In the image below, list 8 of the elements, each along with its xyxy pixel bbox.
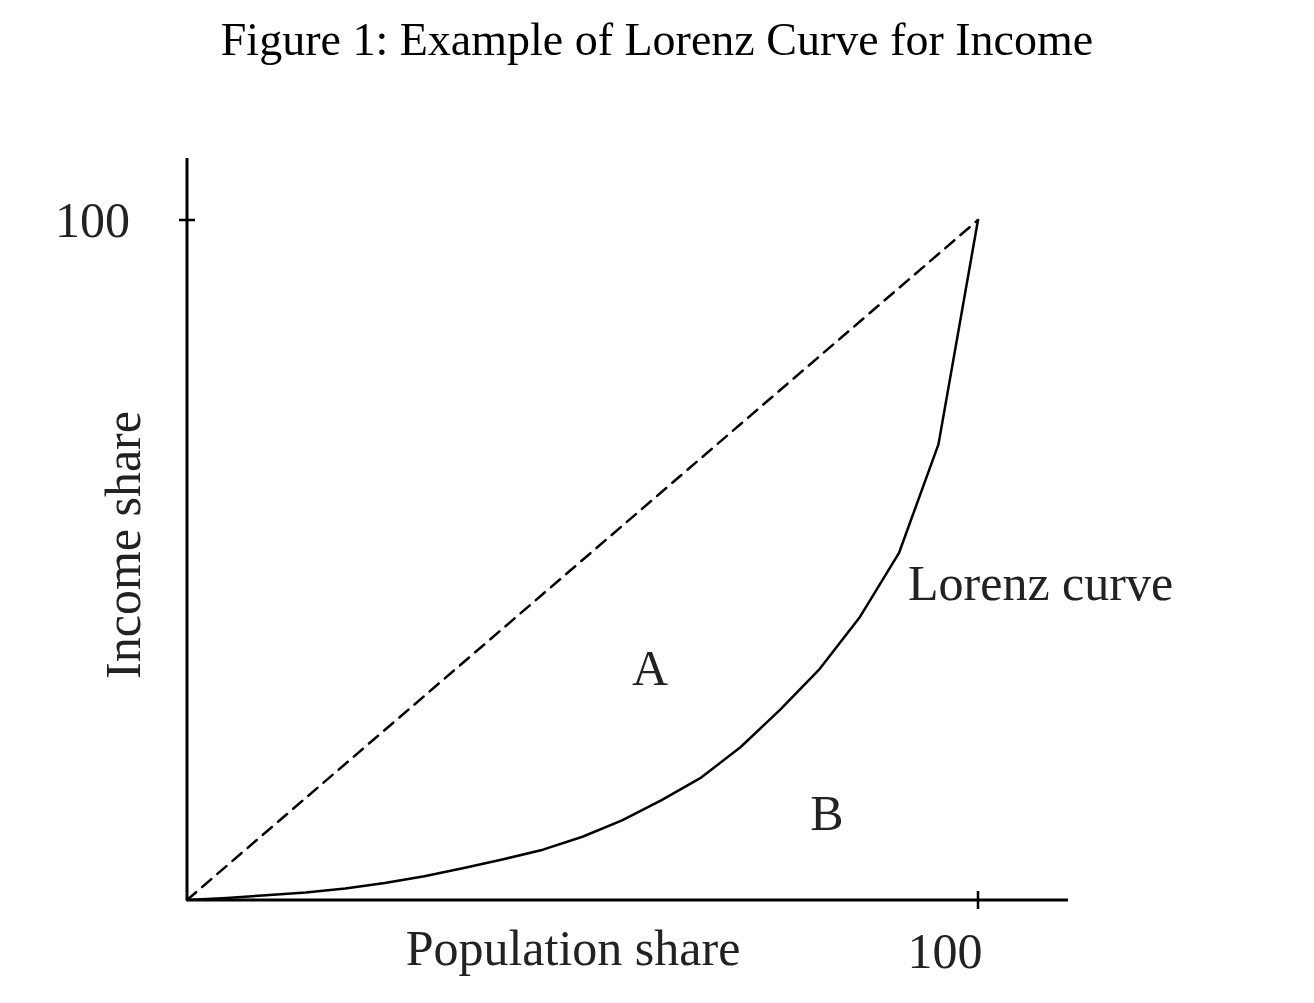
annotation: A — [631, 640, 669, 696]
text: 100 — [55, 192, 130, 248]
x-axis-title: Population share — [405, 920, 741, 976]
chart-title: Figure 1: Example of Lorenz Curve for Income — [220, 14, 1094, 65]
annotation: B — [810, 785, 844, 841]
annotation: Lorenz curve — [908, 555, 1174, 611]
y-axis-title: Income share — [95, 411, 151, 679]
text: 100 — [907, 923, 983, 979]
